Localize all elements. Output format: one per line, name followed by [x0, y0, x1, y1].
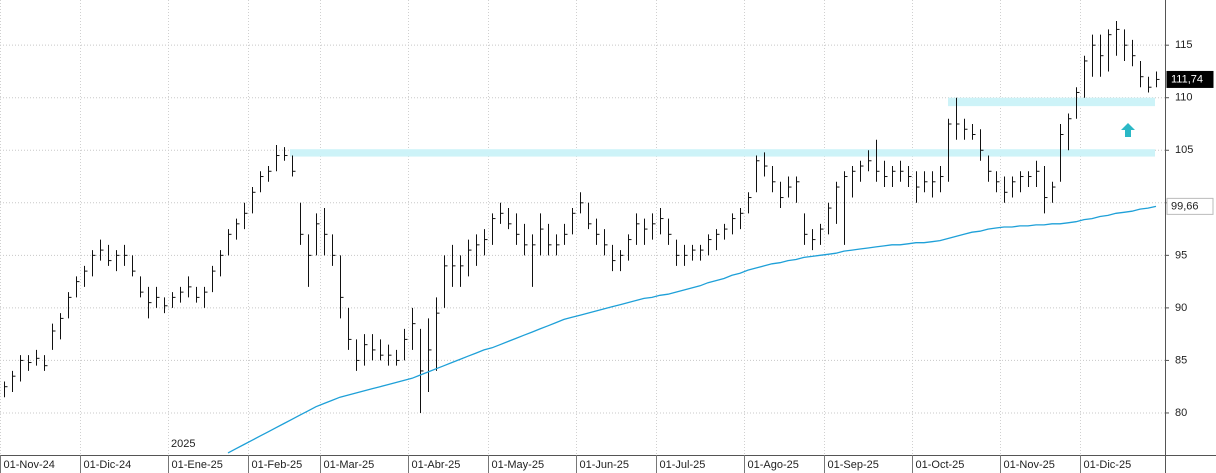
grid: [0, 0, 1169, 473]
x-tick-label: 01-Dic-24: [84, 459, 132, 471]
x-tick-label: 01-Ene-25: [172, 459, 223, 471]
y-tick-label: 80: [1175, 407, 1187, 419]
y-tick-label: 105: [1175, 144, 1193, 156]
labels: 8085909510010511011501-Nov-2401-Dic-2401…: [4, 39, 1214, 471]
zones: [290, 97, 1155, 157]
support-zone: [948, 97, 1155, 107]
x-tick-label: 01-Jul-25: [660, 459, 706, 471]
last-price-box: [1166, 70, 1214, 88]
x-tick-label: 01-Nov-24: [4, 459, 55, 471]
x-tick-label: 01-Nov-25: [1004, 459, 1055, 471]
x-tick-label: 01-Jun-25: [580, 459, 630, 471]
last-price-label: 111,74: [1171, 73, 1203, 85]
x-tick-label: 01-Mar-25: [324, 459, 375, 471]
x-tick-label: 01-Abr-25: [412, 459, 461, 471]
marks: [4, 21, 1160, 454]
support-zone: [290, 149, 1155, 157]
x-tick-label: 01-Sep-25: [828, 459, 879, 471]
x-tick-label: 01-Oct-25: [916, 459, 965, 471]
x-tick-label: 01-Feb-25: [252, 459, 303, 471]
x-tick-label: 01-Ago-25: [748, 459, 799, 471]
year-label: 2025: [171, 438, 195, 450]
y-tick-label: 85: [1175, 354, 1187, 366]
up-arrow: [1121, 123, 1135, 137]
y-tick-label: 110: [1175, 92, 1193, 104]
moving-average: [227, 205, 1157, 454]
x-tick-label: 01-Dic-25: [1084, 459, 1132, 471]
y-tick-label: 90: [1175, 302, 1187, 314]
x-tick-label: 01-May-25: [492, 459, 545, 471]
y-tick-label: 115: [1175, 39, 1193, 51]
y-tick-label: 95: [1175, 249, 1187, 261]
last-price-box: [1166, 197, 1214, 215]
last-price-label: 99,66: [1171, 200, 1199, 212]
